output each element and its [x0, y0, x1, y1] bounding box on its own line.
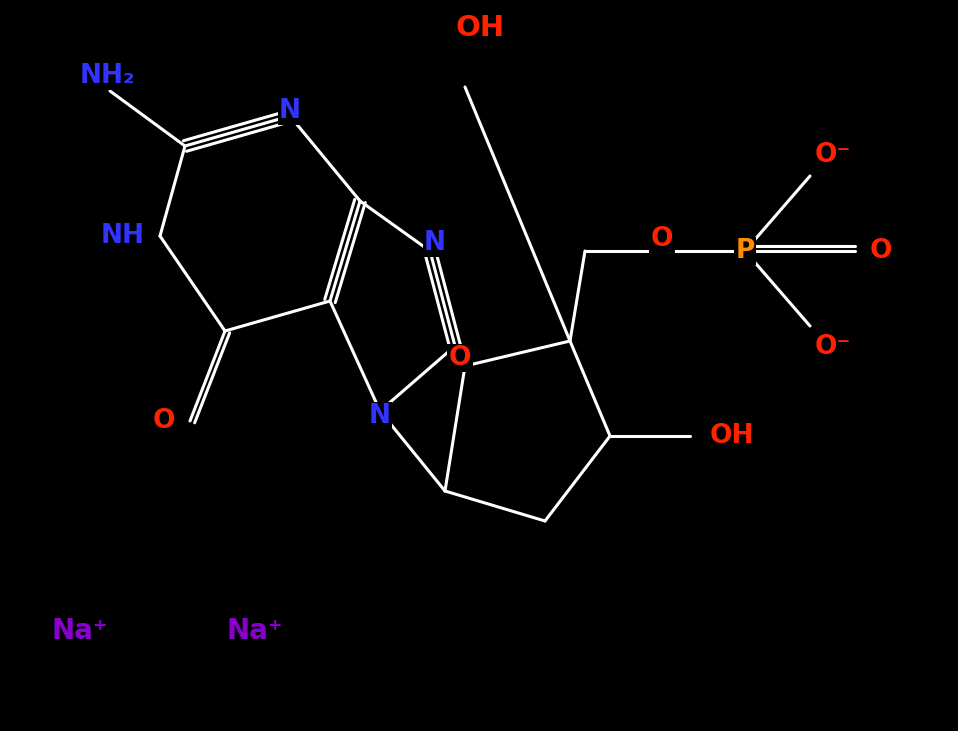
Text: O: O: [152, 408, 175, 434]
Text: NH: NH: [101, 223, 145, 249]
Text: OH: OH: [710, 423, 755, 449]
Text: OH: OH: [455, 14, 505, 42]
Text: O⁻: O⁻: [815, 142, 852, 168]
Text: NH₂: NH₂: [80, 63, 135, 89]
Text: O⁻: O⁻: [815, 334, 852, 360]
Text: Na⁺: Na⁺: [52, 617, 108, 645]
Text: P: P: [736, 238, 755, 264]
Text: O: O: [650, 226, 673, 252]
Text: O: O: [448, 345, 471, 371]
Text: Na⁺: Na⁺: [227, 617, 284, 645]
Text: N: N: [279, 98, 301, 124]
Text: N: N: [369, 403, 391, 429]
Text: O: O: [870, 238, 893, 264]
Text: N: N: [424, 230, 446, 256]
